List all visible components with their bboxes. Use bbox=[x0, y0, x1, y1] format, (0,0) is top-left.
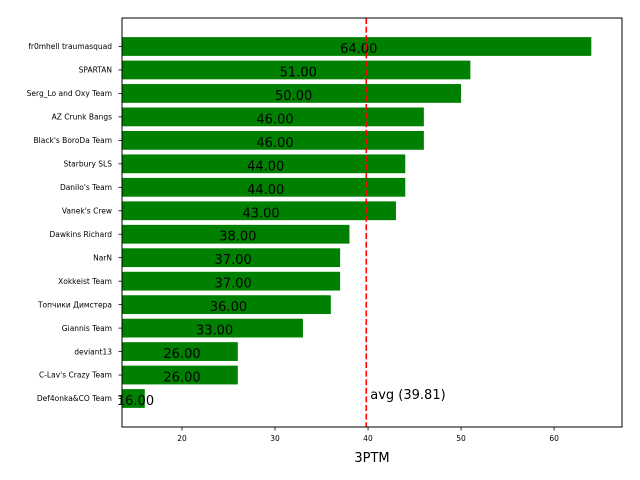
y-tick-label: C-Lav's Crazy Team bbox=[39, 371, 112, 380]
bar bbox=[122, 224, 350, 244]
y-tick-label: Danilo's Team bbox=[60, 183, 112, 192]
bar-value-label: 37.00 bbox=[215, 277, 252, 292]
bar-value-label: 33.00 bbox=[196, 324, 233, 339]
average-line-group: avg (39.81) bbox=[365, 18, 446, 427]
bar-value-label: 64.00 bbox=[340, 42, 377, 57]
y-tick-label: Топчики Димстера bbox=[37, 300, 112, 309]
bar bbox=[122, 201, 396, 221]
x-axis-ticks: 20 30 40 50 60 bbox=[177, 427, 559, 443]
plot-area-frame bbox=[121, 17, 623, 428]
bar-value-labels: 64.00 51.00 50.00 46.00 46.00 44.00 44.00 43.00… bbox=[117, 42, 377, 409]
bar-value-label: 51.00 bbox=[280, 65, 317, 80]
x-axis-label: 3PTM bbox=[354, 451, 389, 466]
y-tick-label: Xokkeist Team bbox=[58, 277, 112, 286]
y-tick-label: Giannis Team bbox=[62, 324, 112, 333]
y-tick-label: Black's BoroDa Team bbox=[34, 136, 112, 145]
bar bbox=[122, 389, 145, 408]
bar-value-label: 46.00 bbox=[256, 136, 293, 151]
x-tick-label: 50 bbox=[456, 434, 466, 443]
bar-value-label: 46.00 bbox=[256, 112, 293, 127]
x-tick-label: 60 bbox=[549, 434, 559, 443]
bar bbox=[122, 130, 424, 150]
x-tick-label: 20 bbox=[177, 434, 187, 443]
bar bbox=[122, 107, 424, 127]
bar-value-label: 26.00 bbox=[163, 371, 200, 386]
y-axis-ticks: fr0mhell traumasquad SPARTAN Serg_Lo and O… bbox=[27, 42, 122, 403]
x-tick-label: 40 bbox=[363, 434, 373, 443]
y-tick-label: Def4onka&CO Team bbox=[37, 394, 112, 403]
y-tick-label: Dawkins Richard bbox=[50, 230, 113, 239]
bar bbox=[122, 365, 238, 385]
x-tick-label: 30 bbox=[270, 434, 280, 443]
bar bbox=[122, 37, 592, 56]
bar bbox=[122, 84, 462, 103]
average-line-label: avg (39.81) bbox=[370, 388, 445, 403]
y-tick-label: NarN bbox=[93, 253, 112, 262]
bar-value-label: 50.00 bbox=[275, 89, 312, 104]
bar bbox=[122, 318, 303, 338]
bar-value-label: 43.00 bbox=[242, 206, 279, 221]
bar bbox=[122, 295, 331, 315]
y-tick-label: SPARTAN bbox=[79, 66, 112, 75]
y-tick-label: Starbury SLS bbox=[63, 160, 112, 169]
bar bbox=[122, 248, 341, 268]
y-tick-label: AZ Crunk Bangs bbox=[52, 113, 112, 122]
bar-value-label: 44.00 bbox=[247, 183, 284, 198]
bar-value-label: 38.00 bbox=[219, 230, 256, 245]
bar bbox=[122, 154, 406, 174]
bar bbox=[122, 177, 406, 197]
bar-value-label: 44.00 bbox=[247, 159, 284, 174]
bar-value-label: 36.00 bbox=[210, 300, 247, 315]
bar bbox=[122, 271, 341, 291]
bar-value-label: 37.00 bbox=[215, 253, 252, 268]
bar bbox=[122, 342, 238, 361]
bars-group bbox=[122, 37, 592, 408]
y-tick-label: deviant13 bbox=[74, 347, 112, 356]
bar-value-label: 26.00 bbox=[163, 347, 200, 362]
y-tick-label: Vanek's Crew bbox=[62, 206, 112, 215]
bar-value-label: 16.00 bbox=[117, 394, 154, 409]
bar bbox=[122, 60, 471, 80]
y-tick-label: Serg_Lo and Oxy Team bbox=[27, 89, 112, 98]
y-tick-label: fr0mhell traumasquad bbox=[28, 42, 112, 51]
